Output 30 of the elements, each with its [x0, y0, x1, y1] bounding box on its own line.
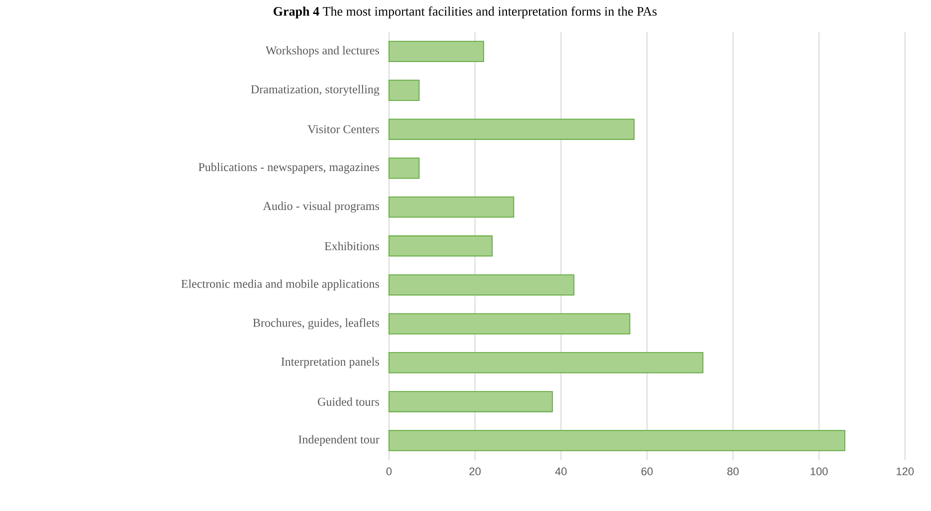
- x-tick-label: 120: [896, 468, 914, 476]
- x-tick-label: 60: [641, 468, 653, 476]
- bar: [388, 80, 420, 101]
- bar: [388, 274, 574, 296]
- x-tick-label: 40: [555, 468, 567, 476]
- y-tick-label: Independent tour: [298, 435, 380, 446]
- x-tick-label: 20: [469, 468, 481, 476]
- y-tick-label: Workshops and lectures: [266, 46, 380, 57]
- y-tick-label: Exhibitions: [324, 242, 380, 250]
- y-tick-label: Audio - visual programs: [263, 202, 380, 213]
- bar: [388, 235, 493, 257]
- bar: [388, 352, 704, 374]
- bar: [388, 391, 553, 412]
- y-tick-label: Brochures, guides, leaflets: [253, 318, 380, 330]
- bar: [388, 313, 630, 334]
- x-tick-label: 80: [727, 468, 739, 476]
- bar: [388, 196, 514, 218]
- y-tick-label: Dramatization, storytelling: [251, 84, 380, 96]
- y-tick-label: Electronic media and mobile applications: [181, 279, 380, 290]
- bar: [388, 118, 635, 140]
- bar: [388, 158, 420, 179]
- y-tick-label: Guided tours: [318, 397, 380, 406]
- y-tick-label: Interpretation panels: [281, 357, 380, 368]
- bar: [388, 430, 846, 452]
- y-tick-label: Publications - newspapers, magazines: [198, 162, 380, 174]
- x-tick-label: 0: [386, 468, 392, 476]
- y-tick-label: Visitor Centers: [308, 125, 380, 134]
- chart-title: Graph 4 The most important facilities and interpretation forms in the PAs: [274, 6, 657, 18]
- x-tick-label: 100: [810, 468, 828, 476]
- bar: [388, 40, 484, 62]
